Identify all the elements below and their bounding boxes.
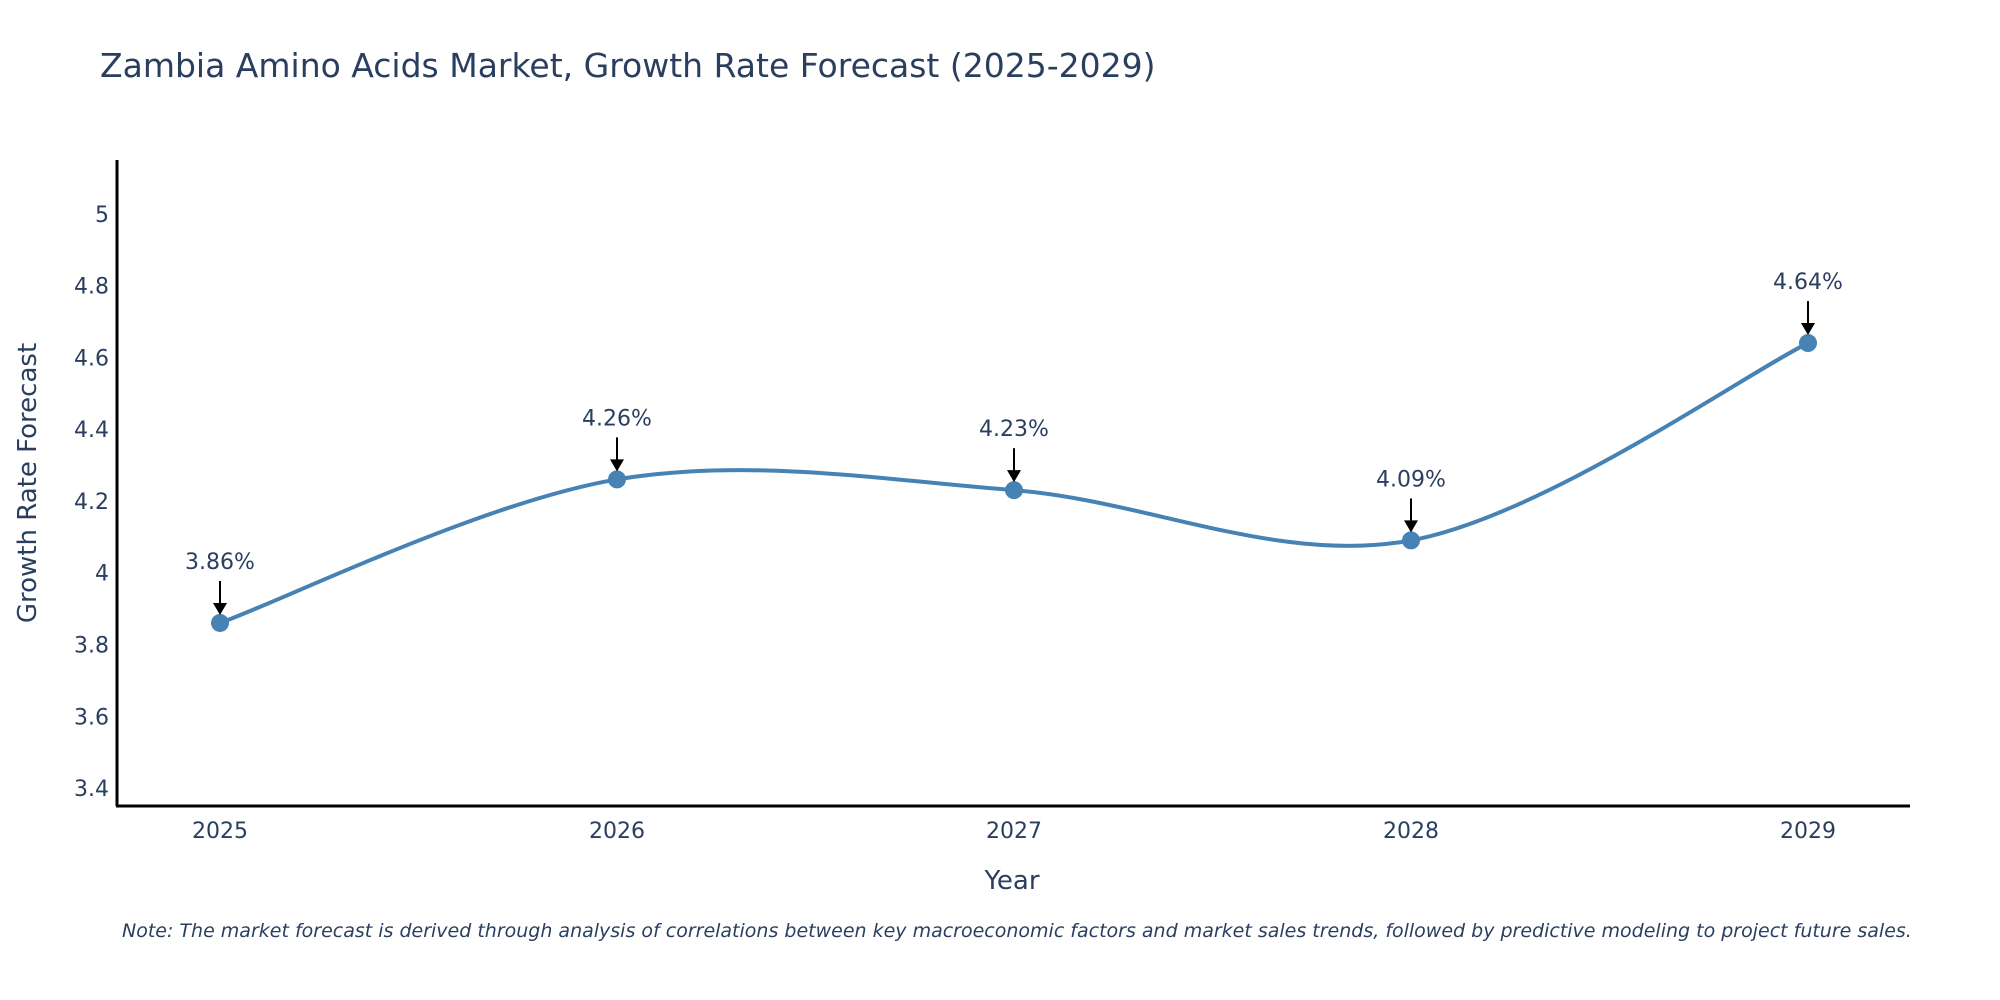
y-tick-label: 3.4 <box>74 777 109 802</box>
y-axis-ticks: 3.4 3.6 3.8 4 4.2 4.4 4.6 4.8 5 <box>74 203 109 802</box>
data-point <box>1799 334 1817 353</box>
data-annotations: 3.86% 4.26% 4.23% 4.09% 4.64% <box>185 270 1843 615</box>
x-axis-title: Year <box>983 866 1039 896</box>
data-markers <box>211 334 1817 632</box>
data-point <box>1005 481 1023 500</box>
chart-note: Note: The market forecast is derived thr… <box>122 920 1912 942</box>
data-point <box>211 613 229 632</box>
x-tick-label: 2028 <box>1383 819 1439 844</box>
y-tick-label: 4.2 <box>74 490 109 515</box>
data-label: 4.23% <box>979 417 1049 442</box>
y-tick-label: 3.8 <box>74 634 109 659</box>
y-tick-label: 4.6 <box>74 346 109 371</box>
y-tick-label: 4.4 <box>74 418 109 443</box>
data-label: 4.64% <box>1773 270 1843 295</box>
annotation-arrow-head <box>1007 470 1021 483</box>
data-label: 4.09% <box>1376 467 1446 492</box>
y-tick-label: 4.8 <box>74 275 109 300</box>
y-tick-label: 4 <box>95 562 109 587</box>
data-label: 4.26% <box>582 406 652 431</box>
x-tick-label: 2025 <box>192 819 248 844</box>
annotation-arrow-head <box>610 459 624 472</box>
data-point <box>1402 531 1420 550</box>
y-axis-title: Growth Rate Forecast <box>13 343 43 623</box>
annotation-arrow-head <box>1801 323 1815 336</box>
x-axis-ticks: 2025 2026 2027 2028 2029 <box>192 819 1836 844</box>
x-tick-label: 2026 <box>589 819 645 844</box>
x-tick-label: 2029 <box>1780 819 1836 844</box>
y-tick-label: 5 <box>95 203 109 228</box>
data-label: 3.86% <box>185 550 255 575</box>
annotation-arrow-head <box>1404 520 1418 533</box>
x-tick-label: 2027 <box>986 819 1042 844</box>
data-point <box>608 470 626 489</box>
chart-title: Zambia Amino Acids Market, Growth Rate F… <box>100 46 1156 85</box>
annotation-arrow-head <box>213 602 227 615</box>
y-tick-label: 3.6 <box>74 705 109 730</box>
